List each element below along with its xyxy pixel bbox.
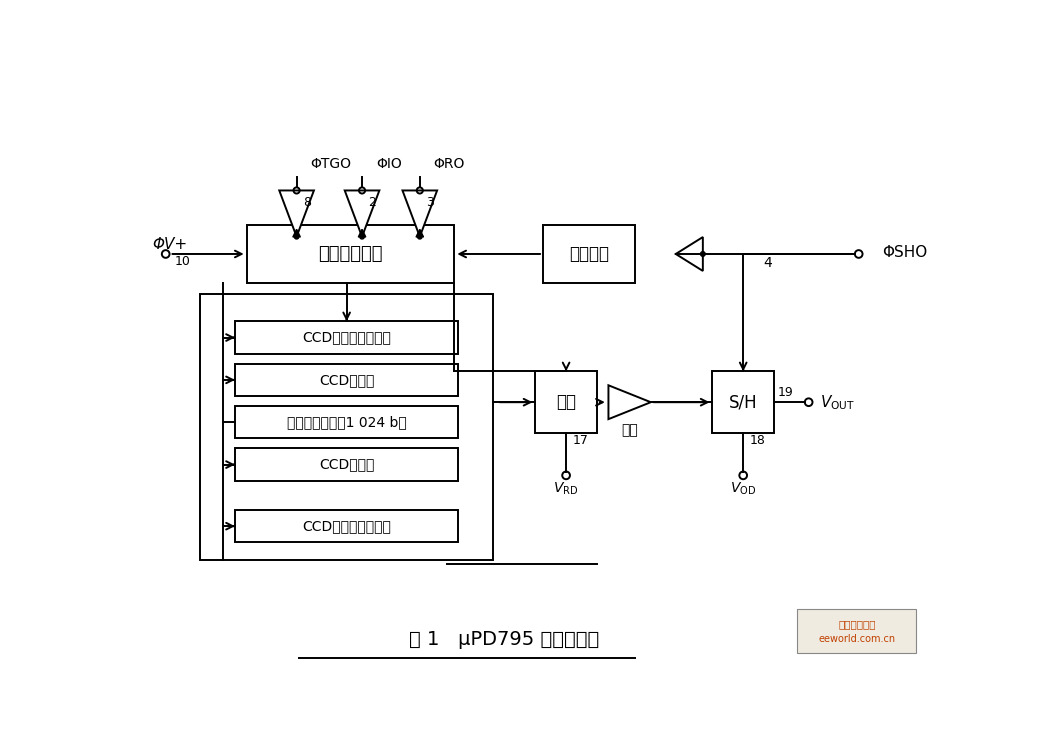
Text: $V_{\mathrm{RD}}$: $V_{\mathrm{RD}}$ xyxy=(553,481,579,498)
Polygon shape xyxy=(345,191,380,236)
Text: CCD电荷转移寄存器: CCD电荷转移寄存器 xyxy=(303,519,391,533)
Circle shape xyxy=(294,234,299,239)
Text: $V_{\mathrm{OUT}}$: $V_{\mathrm{OUT}}$ xyxy=(820,393,855,412)
Text: ΦSHO: ΦSHO xyxy=(881,245,927,260)
Bar xyxy=(200,294,493,560)
Bar xyxy=(235,364,458,396)
Text: 光敏单元阵列（1 024 b）: 光敏单元阵列（1 024 b） xyxy=(287,415,406,429)
Text: 电子工程世界: 电子工程世界 xyxy=(838,619,876,629)
Text: 放大: 放大 xyxy=(621,424,638,437)
Text: ΦV+: ΦV+ xyxy=(152,237,187,252)
Text: $V_{\mathrm{OD}}$: $V_{\mathrm{OD}}$ xyxy=(730,481,756,498)
Bar xyxy=(247,225,455,283)
Text: 17: 17 xyxy=(572,434,588,447)
Text: CCD电荷转移寄存器: CCD电荷转移寄存器 xyxy=(303,331,391,345)
Bar xyxy=(797,608,916,654)
Polygon shape xyxy=(279,191,314,236)
Bar xyxy=(543,225,636,283)
Bar xyxy=(235,406,458,438)
Polygon shape xyxy=(608,386,651,419)
Text: 18: 18 xyxy=(749,434,765,447)
Bar xyxy=(712,371,774,433)
Text: eeworld.com.cn: eeworld.com.cn xyxy=(818,634,895,645)
Text: ΦRO: ΦRO xyxy=(434,157,466,171)
Text: 图 1   μPD795 结构原理图: 图 1 μPD795 结构原理图 xyxy=(408,630,599,649)
Circle shape xyxy=(360,234,364,239)
Text: 8: 8 xyxy=(303,197,311,209)
Text: 驱动电路单元: 驱动电路单元 xyxy=(318,245,383,263)
Bar xyxy=(535,371,597,433)
Text: 10: 10 xyxy=(175,255,190,268)
Text: 4: 4 xyxy=(763,256,771,270)
Text: CCD转移栅: CCD转移栅 xyxy=(318,458,375,471)
Polygon shape xyxy=(676,237,703,271)
Text: 19: 19 xyxy=(778,386,794,400)
Bar xyxy=(235,510,458,542)
Circle shape xyxy=(418,234,422,239)
Text: ΦIO: ΦIO xyxy=(376,157,402,171)
Bar xyxy=(235,448,458,480)
Bar xyxy=(235,322,458,354)
Text: 脉宽调制: 脉宽调制 xyxy=(569,245,609,263)
Polygon shape xyxy=(402,191,437,236)
Text: 3: 3 xyxy=(426,197,434,209)
Text: CCD转移栅: CCD转移栅 xyxy=(318,373,375,387)
Text: 2: 2 xyxy=(368,197,376,209)
Text: 复位: 复位 xyxy=(557,393,577,411)
Text: ΦTGO: ΦTGO xyxy=(310,157,351,171)
Text: S/H: S/H xyxy=(729,393,758,411)
Circle shape xyxy=(700,252,706,256)
